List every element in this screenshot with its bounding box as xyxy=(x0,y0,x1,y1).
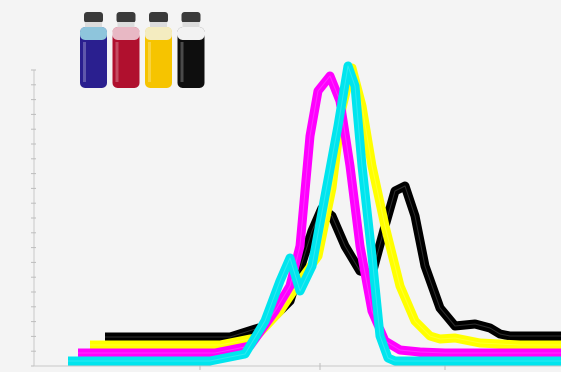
ink-bottles xyxy=(80,12,205,88)
series-line-0 xyxy=(105,181,561,342)
bottle-neck xyxy=(85,22,102,28)
bottle-shoulder xyxy=(112,27,140,40)
series-highlight-0 xyxy=(105,185,561,338)
axis-layer xyxy=(31,69,561,370)
bottle-cap xyxy=(149,12,168,23)
bottle-cap xyxy=(181,12,201,23)
bottle-cap xyxy=(84,12,103,23)
bottle-neck xyxy=(182,22,200,28)
bottle-neck xyxy=(117,22,135,28)
series-layer xyxy=(68,61,561,366)
bottle-body xyxy=(80,27,107,88)
bottle-shine xyxy=(180,42,184,82)
series-line-3 xyxy=(68,61,561,366)
series-highlight-1 xyxy=(90,67,561,346)
bottle-cap xyxy=(116,12,136,23)
bottle-shine xyxy=(83,42,86,82)
series-highlight-3 xyxy=(68,65,561,362)
bottle-body xyxy=(177,27,205,88)
bottle-shine xyxy=(148,42,151,82)
bottle-shoulder xyxy=(177,27,205,40)
bottle-neck xyxy=(150,22,167,28)
bottle-shoulder xyxy=(80,27,107,40)
bottle-shoulder xyxy=(145,27,172,40)
bottle-shine xyxy=(115,42,119,82)
magenta-ink-bottle xyxy=(112,12,140,88)
series-line-1 xyxy=(90,63,561,350)
black-ink-bottle xyxy=(177,12,205,88)
blue-ink-bottle xyxy=(80,12,107,88)
yellow-ink-bottle xyxy=(145,12,172,88)
bottle-body xyxy=(112,27,140,88)
bottle-body xyxy=(145,27,172,88)
